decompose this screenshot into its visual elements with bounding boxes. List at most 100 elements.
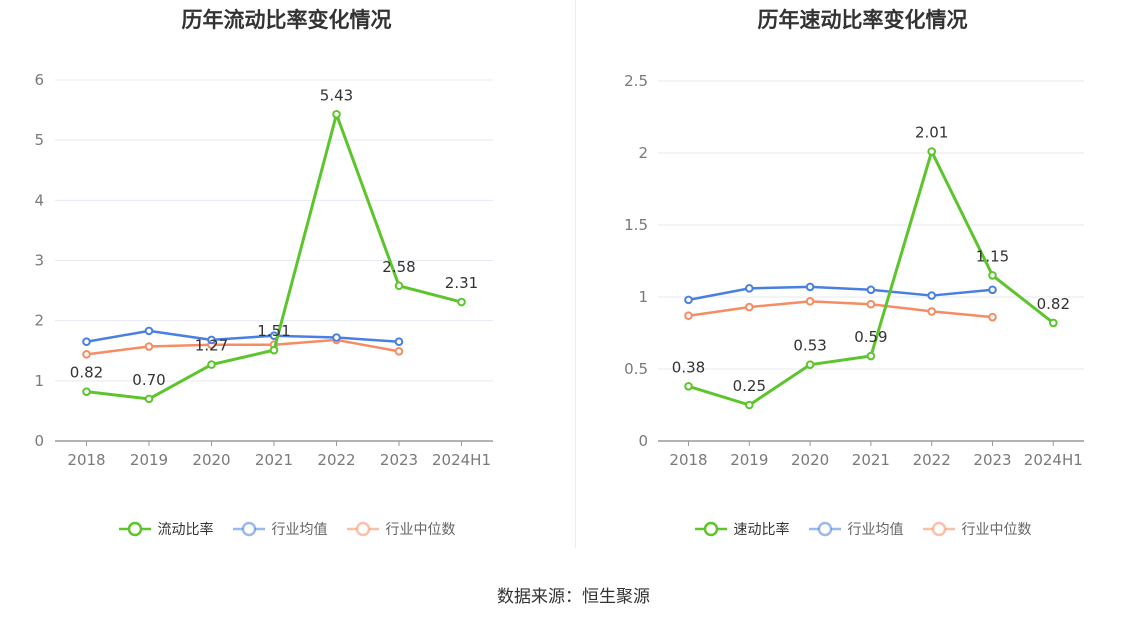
x-tick-label: 2024H1 [432,451,491,469]
data-point[interactable] [866,351,876,361]
y-tick-label: 0 [34,432,44,450]
y-tick-label: 2 [34,312,44,330]
data-point[interactable] [745,284,754,293]
data-label: 5.43 [320,86,353,104]
data-label: 1.51 [257,322,290,340]
x-tick-label: 2023 [973,451,1011,469]
data-point[interactable] [144,326,154,336]
data-label: 2.31 [445,274,478,292]
data-point[interactable] [82,387,91,396]
data-label: 0.70 [132,371,165,389]
data-point[interactable] [927,307,937,316]
chart-legend: 速动比率 行业均值 行业中位数 [576,519,1147,539]
legend-label: 行业均值 [847,522,904,538]
data-point[interactable] [988,271,997,280]
chart-panel-current-ratio: 历年流动比率变化情况 0 1 2 3 4 5 6 2018 2019 2020 2021 2022 20… [0,0,573,560]
data-point[interactable] [332,333,341,342]
data-point[interactable] [207,360,216,369]
x-tick-label: 2022 [913,451,951,469]
legend-swatch-icon [118,521,151,537]
data-point[interactable] [332,109,341,119]
y-tick-label: 2.5 [624,72,648,90]
chart-title: 历年流动比率变化情况 [181,8,392,32]
data-point[interactable] [988,312,997,322]
data-point[interactable] [82,350,91,359]
y-tick-label: 0.5 [624,360,648,378]
data-label: 0.25 [733,377,766,395]
data-point[interactable] [866,299,876,309]
data-point[interactable] [1049,318,1058,328]
legend-label: 速动比率 [733,522,790,538]
x-tick-label: 2019 [130,451,168,469]
panel-divider [575,0,576,548]
legend-swatch-icon [346,521,379,537]
chart-plot-quick-ratio: 0 0.5 1 1.5 2 2.5 2018 2019 2020 2021 2022 2023 2024… [624,72,1084,469]
y-tick-label: 1.5 [624,216,648,234]
data-label: 1.27 [195,337,228,355]
legend-item[interactable]: 速动比率 [694,519,790,539]
y-tick-label: 6 [34,71,44,89]
data-point[interactable] [866,285,876,295]
legend-swatch-icon [808,521,841,537]
data-source-note: 数据来源：恒生聚源 [497,587,650,607]
data-point[interactable] [927,291,937,300]
data-label: 2.01 [915,124,948,142]
y-tick-label: 0 [638,432,648,450]
legend-swatch-icon [232,521,265,537]
x-tick-label: 2023 [380,451,418,469]
data-point[interactable] [207,335,216,345]
chart-title: 历年速动比率变化情况 [757,8,968,32]
x-tick-label: 2021 [255,451,293,469]
chart-plot-current-ratio: 0 1 2 3 4 5 6 2018 2019 2020 2021 2022 2023 2024H1 0.8… [34,71,493,469]
data-point[interactable] [394,281,404,291]
y-tick-label: 4 [34,191,44,209]
chart-panel-quick-ratio: 历年速动比率变化情况 0 0.5 1 1.5 2 2.5 2018 2019 2020 2021 2… [576,0,1147,560]
x-tick-label: 2019 [730,451,768,469]
legend-item[interactable]: 行业均值 [808,519,904,539]
legend-item[interactable]: 行业中位数 [922,519,1032,539]
data-label: 0.53 [793,337,826,355]
legend-label: 行业中位数 [961,522,1032,538]
x-tick-label: 2021 [852,451,890,469]
y-tick-label: 1 [638,288,648,306]
x-tick-label: 2020 [192,451,230,469]
x-tick-label: 2024H1 [1024,451,1083,469]
data-point[interactable] [684,311,693,321]
legend-label: 行业均值 [271,522,328,538]
data-point[interactable] [805,282,815,292]
data-point[interactable] [684,295,693,305]
data-point[interactable] [745,400,754,410]
data-point[interactable] [988,285,997,295]
chart-legend: 流动比率 行业均值 行业中位数 [0,519,573,539]
data-point[interactable] [144,342,154,351]
data-point[interactable] [82,337,91,347]
series-line-0 [86,112,462,401]
series-line-2 [688,300,993,319]
data-label: 0.82 [1037,295,1070,313]
data-point[interactable] [144,394,154,404]
data-point[interactable] [684,381,693,391]
data-point[interactable] [805,297,815,306]
data-label: 0.38 [672,358,705,376]
data-point[interactable] [805,360,815,369]
data-point[interactable] [927,147,937,156]
y-tick-label: 5 [34,131,44,149]
data-point[interactable] [457,297,466,307]
data-label: 2.58 [382,258,415,276]
data-label: 0.59 [854,328,887,346]
legend-swatch-icon [694,521,727,537]
data-point[interactable] [394,337,404,347]
legend-item[interactable]: 行业均值 [232,519,328,539]
series-line-1 [86,329,400,343]
y-tick-label: 1 [34,372,44,390]
data-label: 0.82 [70,364,103,382]
legend-item[interactable]: 流动比率 [118,519,214,539]
data-point[interactable] [394,347,404,356]
data-point[interactable] [745,302,754,312]
data-point[interactable] [269,345,279,355]
legend-item[interactable]: 行业中位数 [346,519,456,539]
x-tick-label: 2020 [791,451,829,469]
y-tick-label: 3 [34,252,44,270]
x-tick-label: 2018 [67,451,105,469]
x-tick-label: 2018 [669,451,707,469]
